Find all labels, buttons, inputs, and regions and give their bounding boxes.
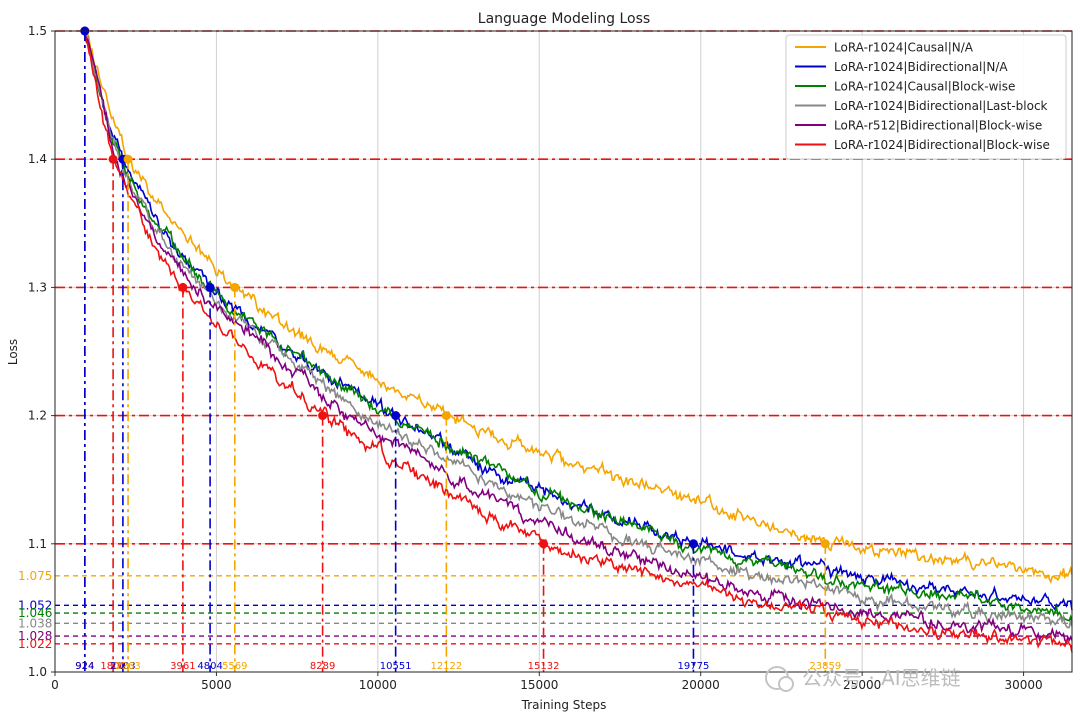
x-tick-label: 5000 [201, 678, 232, 692]
step-marker-dot [178, 282, 188, 292]
step-marker-label: 2263 [115, 661, 140, 672]
step-marker-label: 12122 [430, 661, 462, 672]
series-line [84, 30, 1073, 585]
step-marker-dot [123, 154, 133, 164]
plot-frame [54, 30, 1073, 673]
legend-label: LoRA-r1024|Bidirectional|Last-block [834, 99, 1048, 113]
step-marker-dot [318, 411, 328, 421]
step-marker-dot [230, 282, 240, 292]
final-loss-label: 1.052 [18, 598, 52, 612]
x-tick-label: 10000 [359, 678, 397, 692]
legend-label: LoRA-r512|Bidirectional|Block-wise [834, 119, 1042, 133]
y-tick-label: 1.4 [28, 152, 47, 166]
x-tick-label: 0 [51, 678, 59, 692]
step-marker-label: 4804 [197, 661, 222, 672]
final-loss-label: 1.046 [18, 606, 52, 620]
step-marker-label: 1800 [100, 661, 125, 672]
legend-box [785, 34, 1067, 160]
step-marker-dot [441, 411, 451, 421]
y-tick-label: 1.0 [28, 665, 47, 679]
x-tick-label: 15000 [520, 678, 558, 692]
legend-label: LoRA-r1024|Bidirectional|Block-wise [834, 138, 1050, 152]
y-axis-title: Loss [6, 339, 20, 365]
step-markers: 9249241800210322633961480455698289105511… [75, 26, 841, 672]
x-tick-label: 25000 [843, 678, 881, 692]
y-tick-label: 1.5 [28, 24, 47, 38]
y-tick-label: 1.2 [28, 409, 47, 423]
step-marker-label: 3961 [170, 661, 195, 672]
final-loss-label: 1.022 [18, 637, 52, 651]
step-marker-dot [391, 411, 401, 421]
watermark: 公众号 · AI思维链 [765, 666, 961, 692]
step-marker-label: 10551 [380, 661, 412, 672]
step-marker-dot [688, 539, 698, 549]
legend-label: LoRA-r1024|Causal|Block-wise [834, 80, 1015, 94]
step-marker-label: 924 [75, 661, 94, 672]
x-tick-label: 30000 [1004, 678, 1042, 692]
y-tick-label: 1.3 [28, 280, 47, 294]
step-marker-label: 15132 [528, 661, 560, 672]
step-marker-dot [539, 539, 549, 549]
chart-title: Language Modeling Loss [478, 11, 650, 27]
step-marker-label: 5569 [222, 661, 247, 672]
series-line [84, 32, 1073, 653]
series-line [84, 31, 1073, 645]
wechat-icon-bubble [778, 676, 794, 692]
series-line [84, 33, 1073, 623]
axes: 0 5000 10000 15000 20000 25000 30000 1.0 1.1 1.2 1… [18, 24, 1073, 692]
step-marker-dot [205, 282, 215, 292]
y-tick-label: 1.1 [28, 537, 47, 551]
watermark-text: 公众号 · AI思维链 [802, 666, 961, 690]
legend-label: LoRA-r1024|Bidirectional|N/A [834, 60, 1008, 74]
series-lines [84, 29, 1073, 653]
step-marker-dot [820, 539, 830, 549]
step-marker-label: 2103 [110, 661, 135, 672]
final-loss-label: 1.075 [18, 569, 52, 583]
legend-label: LoRA-r1024|Causal|N/A [834, 41, 974, 55]
step-marker-label: 23859 [809, 661, 841, 672]
final-loss-label: 1.028 [18, 629, 52, 643]
final-loss-label: 1.038 [18, 616, 52, 630]
step-marker-label: 19775 [678, 661, 710, 672]
x-axis-title: Training Steps [521, 698, 607, 712]
step-marker-dot [108, 154, 118, 164]
step-marker-label: 8289 [310, 661, 335, 672]
x-tick-label: 20000 [682, 678, 720, 692]
legend: LoRA-r1024|Causal|N/A LoRA-r1024|Bidirect… [785, 34, 1067, 160]
series-line [84, 29, 1073, 629]
